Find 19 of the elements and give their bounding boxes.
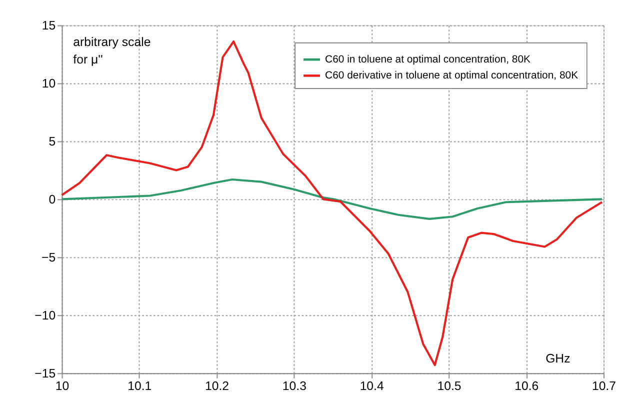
x-tick-label: 10.2 bbox=[205, 378, 230, 393]
y-tick-label: 0 bbox=[48, 192, 56, 206]
y-tick-label: 15 bbox=[42, 18, 56, 33]
x-tick-label: 10.6 bbox=[514, 378, 539, 393]
legend-label: C60 derivative in toluene at optimal concentration, 80K bbox=[325, 70, 578, 82]
y-tick-label: 5 bbox=[48, 134, 56, 149]
y-tick-label: −10 bbox=[34, 308, 56, 322]
y-tick-label: 10 bbox=[42, 76, 56, 91]
x-axis-title: GHz bbox=[546, 352, 570, 366]
x-tick-label: 10.7 bbox=[592, 378, 616, 393]
x-tick-label: 10.5 bbox=[437, 378, 462, 393]
x-tick-label: 10.3 bbox=[282, 378, 307, 393]
line-series bbox=[60, 178, 604, 220]
y-axis-title: arbitrary scale for μ'' bbox=[73, 35, 151, 66]
y-tick-label: −15 bbox=[34, 366, 56, 380]
legend-label: C60 in toluene at optimal concentration, 80K bbox=[325, 54, 530, 66]
x-tick-label: 10.4 bbox=[360, 378, 384, 393]
x-tick-label: 10.1 bbox=[128, 378, 152, 393]
y-tick-label: −5 bbox=[42, 250, 56, 264]
